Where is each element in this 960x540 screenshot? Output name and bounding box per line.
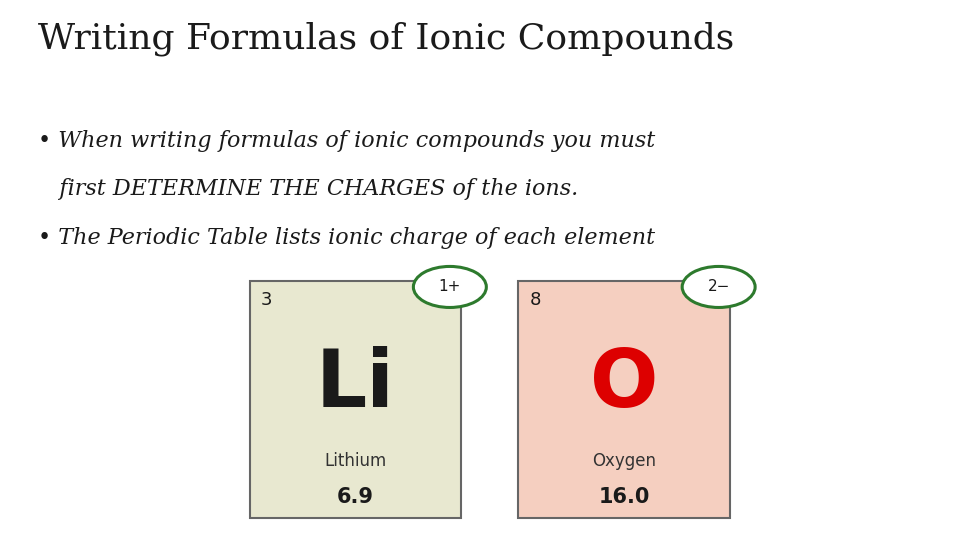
Text: O: O	[589, 346, 659, 424]
Text: • The Periodic Table lists ionic charge of each element: • The Periodic Table lists ionic charge …	[38, 227, 656, 249]
FancyBboxPatch shape	[518, 281, 730, 518]
Text: Lithium: Lithium	[324, 453, 386, 470]
Text: 2−: 2−	[708, 280, 730, 294]
Text: Writing Formulas of Ionic Compounds: Writing Formulas of Ionic Compounds	[38, 22, 734, 56]
Text: 16.0: 16.0	[598, 487, 650, 507]
Text: first DETERMINE THE CHARGES of the ions.: first DETERMINE THE CHARGES of the ions.	[38, 178, 579, 200]
Text: 6.9: 6.9	[337, 487, 373, 507]
Text: 3: 3	[261, 291, 273, 308]
Text: Oxygen: Oxygen	[592, 453, 656, 470]
Text: 1+: 1+	[439, 280, 461, 294]
FancyBboxPatch shape	[250, 281, 461, 518]
Text: Li: Li	[316, 346, 395, 424]
Text: 8: 8	[530, 291, 541, 308]
Circle shape	[683, 266, 756, 307]
Circle shape	[414, 266, 487, 307]
Text: • When writing formulas of ionic compounds you must: • When writing formulas of ionic compoun…	[38, 130, 656, 152]
